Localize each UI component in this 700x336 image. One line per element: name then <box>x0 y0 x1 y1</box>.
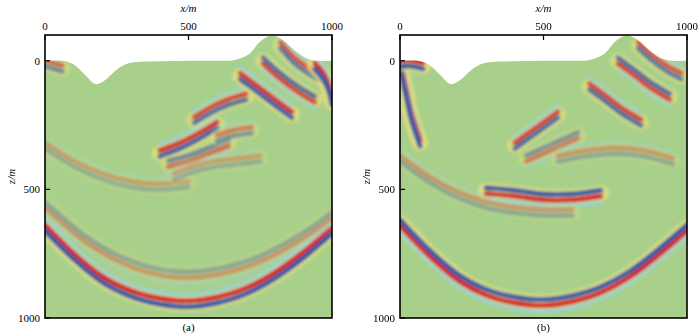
panel-label: (b) <box>537 321 550 334</box>
frame <box>45 35 332 318</box>
y-tick <box>400 60 405 61</box>
wave-trough <box>589 89 641 125</box>
y-tick-label: 1000 <box>373 312 396 324</box>
wave-peak <box>589 83 641 119</box>
x-tick <box>188 35 189 40</box>
x-tick-label: 500 <box>180 20 197 32</box>
y-tick <box>400 189 405 190</box>
y-axis-label: z/m <box>360 169 372 185</box>
y-tick-label: 0 <box>35 55 41 67</box>
wave-trough <box>174 161 260 179</box>
x-tick-label: 1000 <box>321 20 344 32</box>
x-axis-label: x/m <box>180 2 197 14</box>
wave-trough <box>558 154 673 164</box>
air <box>400 35 687 84</box>
wave-trough <box>45 66 62 71</box>
y-tick-label: 500 <box>24 183 41 195</box>
y-tick-label: 500 <box>379 183 396 195</box>
x-tick <box>543 35 544 40</box>
x-tick <box>331 35 332 40</box>
y-tick <box>400 317 405 318</box>
plot-area <box>400 35 687 318</box>
x-tick-label: 1000 <box>676 20 699 32</box>
wave-trough <box>400 66 423 69</box>
x-tick-label: 0 <box>397 20 403 32</box>
x-tick <box>44 35 45 40</box>
x-tick-label: 500 <box>535 20 552 32</box>
panel-label: (a) <box>182 321 195 334</box>
wave-trough <box>217 133 251 141</box>
y-tick-label: 0 <box>390 55 396 67</box>
wave-peak <box>515 112 558 143</box>
y-tick <box>45 317 50 318</box>
wave-trough <box>400 220 687 300</box>
y-tick <box>45 189 50 190</box>
x-tick <box>399 35 400 40</box>
y-tick <box>45 60 50 61</box>
y-axis-label: z/m <box>5 169 17 185</box>
wave-peak <box>194 94 246 117</box>
x-tick-label: 0 <box>42 20 48 32</box>
wave-trough <box>194 100 246 123</box>
wave-trough <box>486 188 601 195</box>
panel: 0 500 1000 0 500 1000 x/m z/m (b) <box>360 2 699 334</box>
plot-area <box>45 35 332 318</box>
air <box>45 35 332 84</box>
x-tick <box>686 35 687 40</box>
panel: 0 500 1000 0 500 1000 x/m z/m (a) <box>5 2 344 334</box>
wave-trough <box>45 202 332 272</box>
wave-trough <box>400 161 572 215</box>
wave-trough <box>315 69 332 105</box>
y-tick-label: 1000 <box>18 312 41 324</box>
frame <box>400 35 687 318</box>
x-axis-label: x/m <box>535 2 552 14</box>
figure: 0 500 1000 0 500 1000 x/m z/m (a) 0 500 1000 0 500 100… <box>0 0 700 336</box>
wave-trough <box>400 69 420 146</box>
